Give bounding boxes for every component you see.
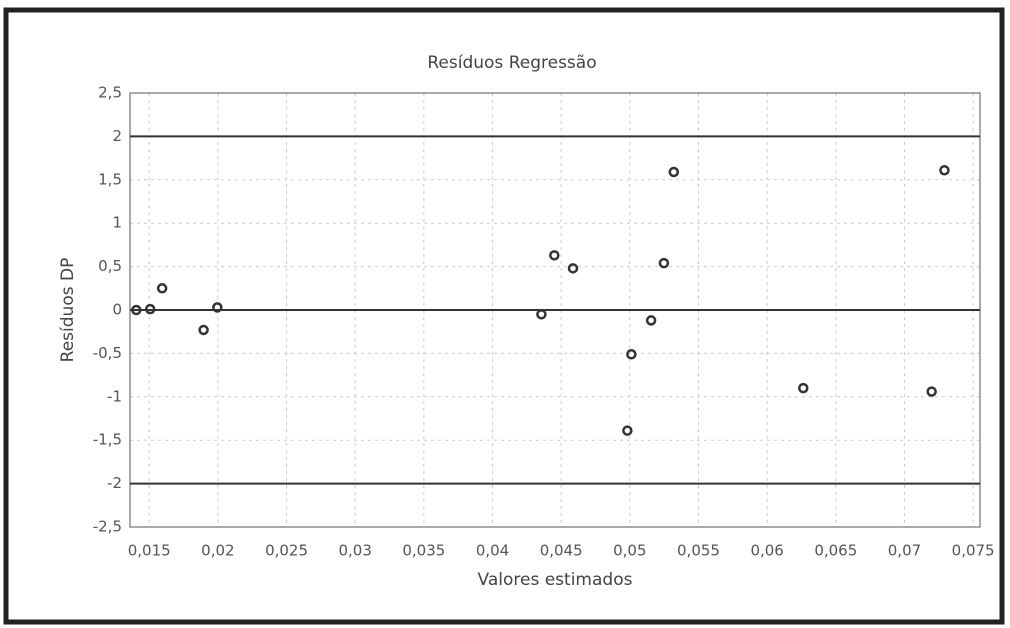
- x-tick-label: 0,05: [613, 542, 646, 560]
- frame: [3, 7, 1005, 625]
- y-tick-label: -0,5: [93, 344, 122, 362]
- x-tick-label: 0,045: [540, 542, 583, 560]
- y-axis-label: Resíduos DP: [58, 258, 78, 363]
- y-tick-label: 2,5: [98, 84, 122, 102]
- point: [536, 309, 547, 320]
- x-axis-label: Valores estimados: [478, 570, 633, 590]
- y-tick-label: -2: [107, 474, 122, 492]
- y-tick-label: 2: [112, 127, 122, 145]
- x-tick-label: 0,065: [814, 542, 857, 560]
- point: [658, 257, 670, 269]
- x-tick-label: 0,055: [677, 542, 720, 560]
- point: [939, 165, 950, 176]
- point: [212, 302, 223, 313]
- point: [198, 324, 209, 336]
- y-tick-label: -1: [107, 387, 122, 405]
- y-tick-label: 0: [112, 301, 122, 319]
- y-tick-label: 1,5: [98, 170, 122, 188]
- x-tick-label: 0,06: [750, 542, 783, 560]
- y-tick-label: 0,5: [98, 257, 122, 275]
- point: [567, 263, 579, 274]
- y-tick-label: -1,5: [93, 431, 122, 449]
- point: [645, 315, 657, 326]
- point: [668, 166, 680, 178]
- x-tick-label: 0,07: [888, 542, 921, 560]
- point: [131, 304, 142, 316]
- point: [156, 283, 168, 294]
- x-tick-label: 0,03: [338, 542, 371, 560]
- x-tick-label: 0,02: [201, 542, 234, 560]
- x-tick-label: 0,025: [265, 542, 308, 560]
- x-tick-label: 0,035: [402, 542, 445, 560]
- point: [622, 425, 633, 436]
- point: [626, 349, 637, 360]
- point: [549, 250, 560, 261]
- x-tick-label: 0,075: [952, 542, 995, 560]
- point: [144, 303, 156, 315]
- point: [798, 382, 809, 394]
- x-tick-label: 0,04: [476, 542, 509, 560]
- point: [926, 386, 937, 397]
- y-tick-label: 1: [112, 214, 122, 232]
- x-tick-label: 0,015: [128, 542, 171, 560]
- y-tick-label: -2,5: [93, 518, 122, 536]
- chart-title: Resíduos Regressão: [427, 53, 596, 73]
